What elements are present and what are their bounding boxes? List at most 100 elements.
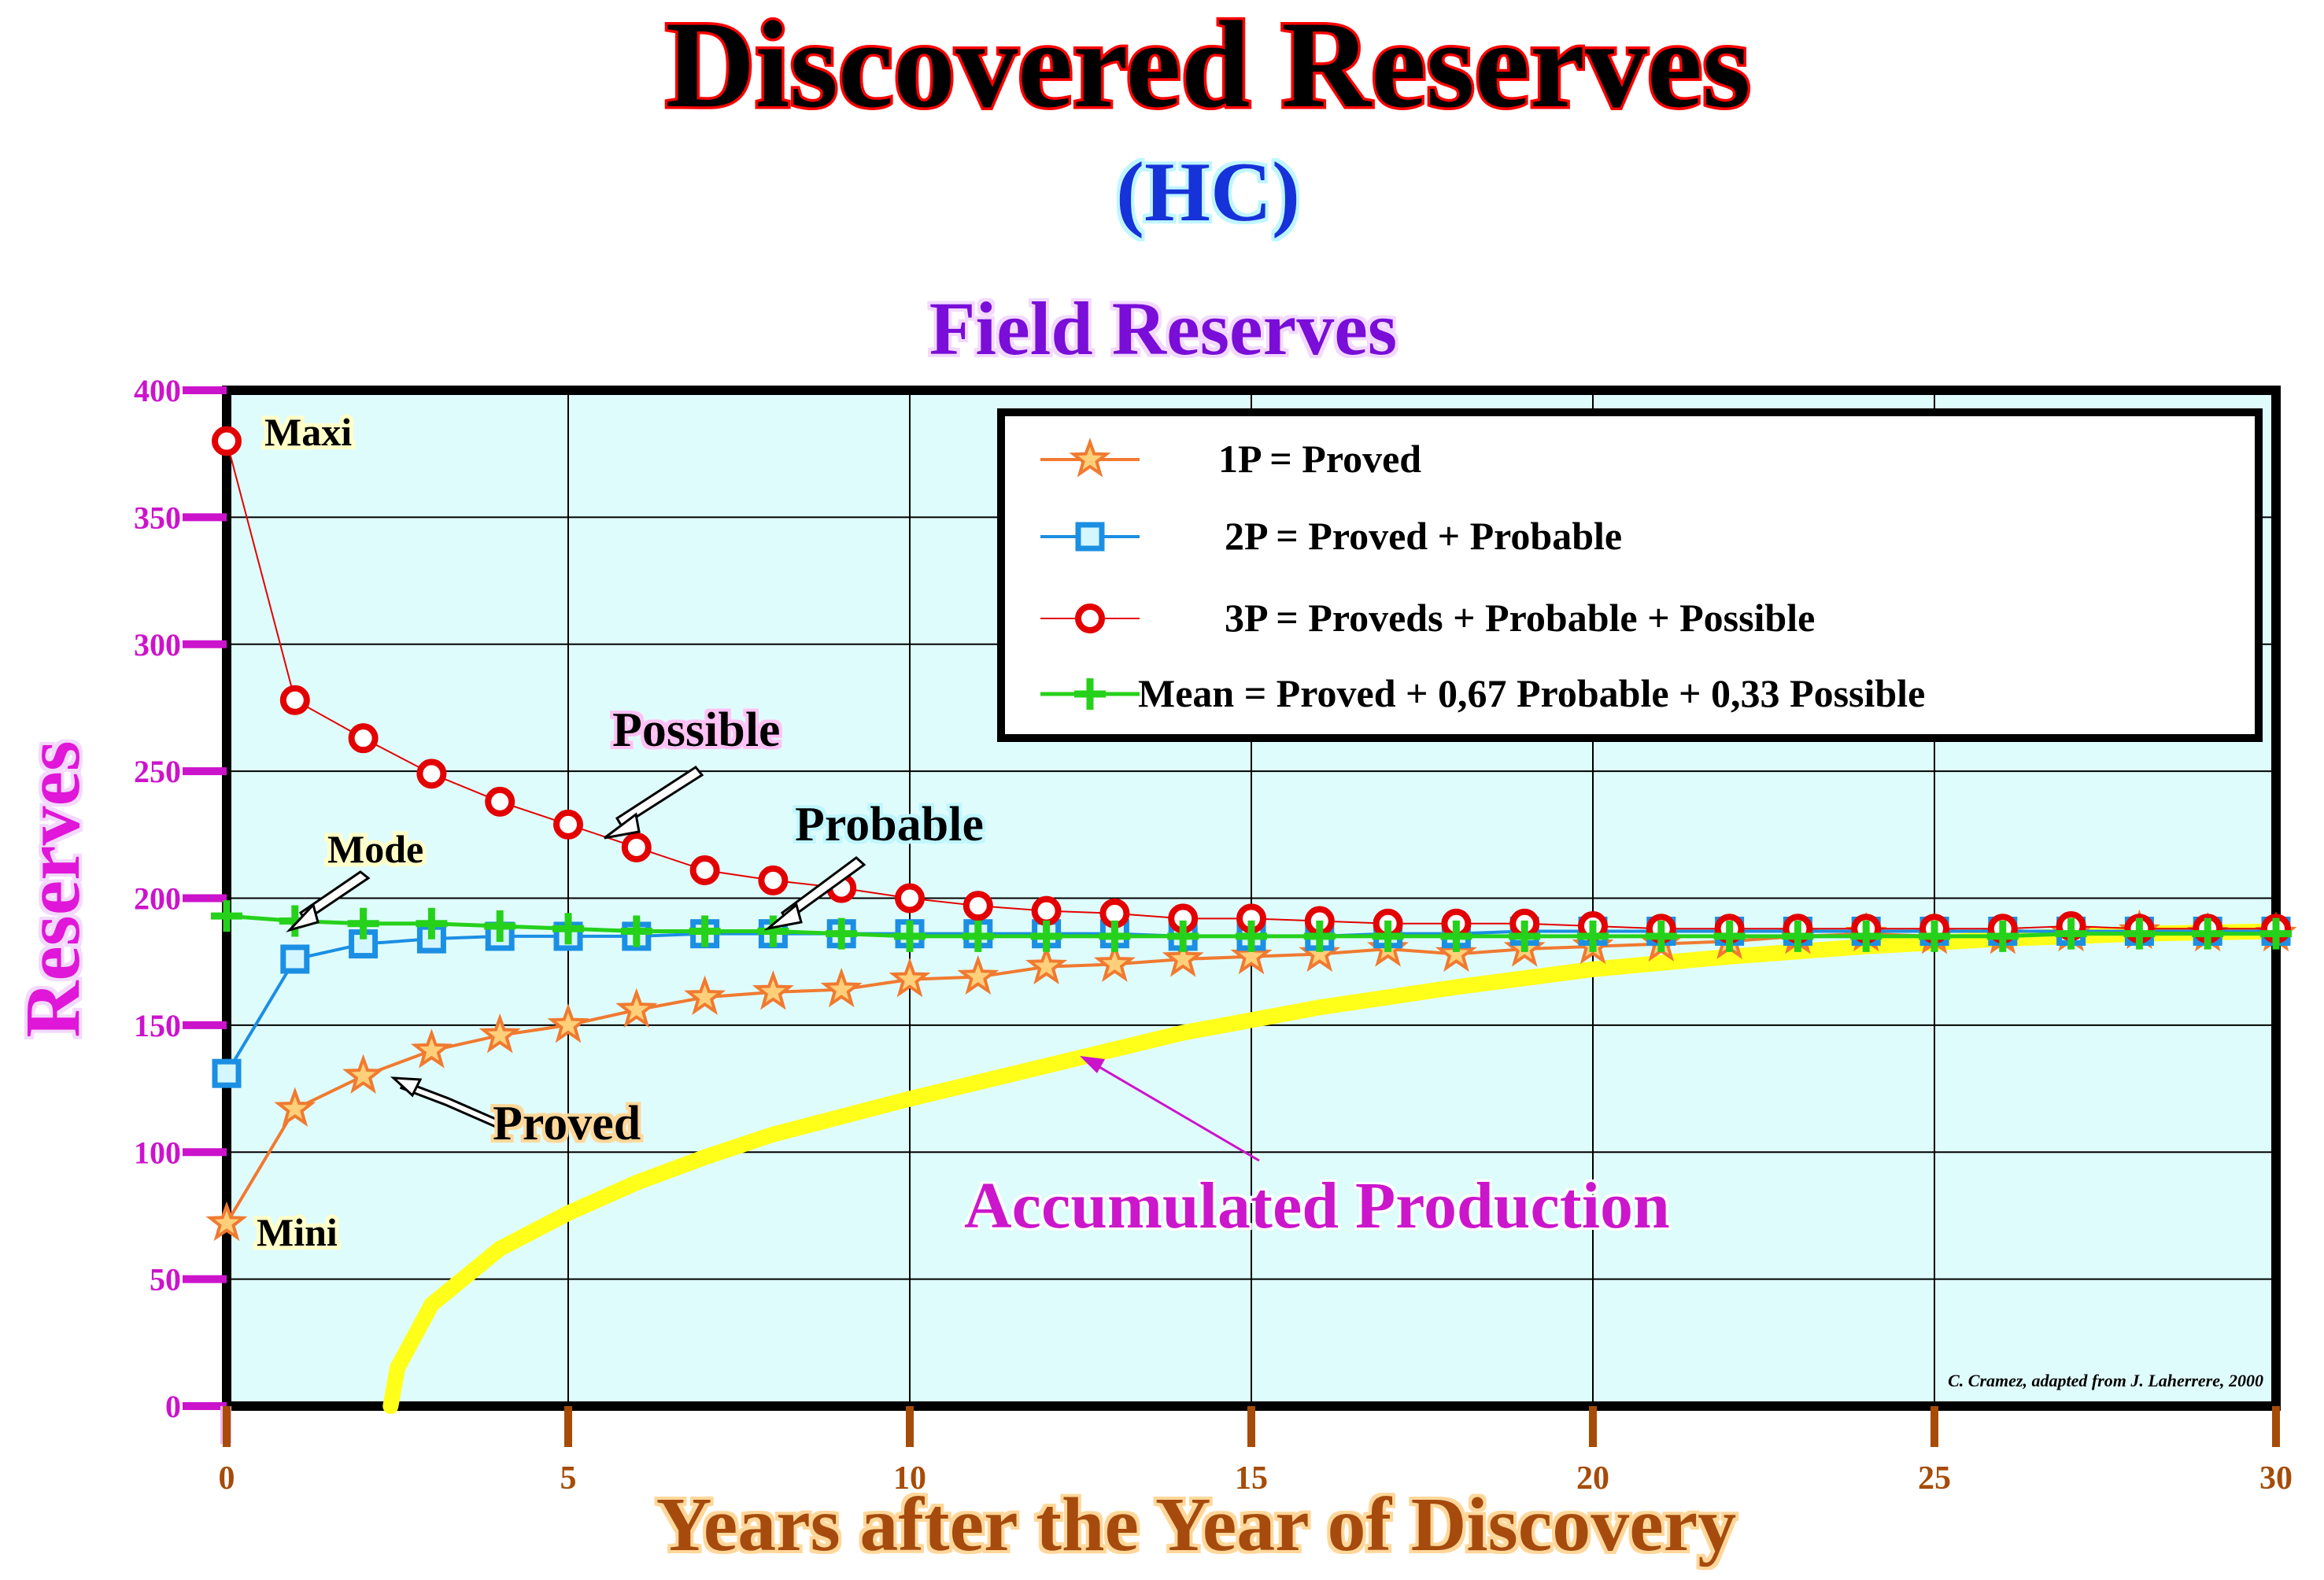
legend-markers bbox=[1040, 437, 1140, 710]
x-axis-label: Years after the Year of Discovery bbox=[656, 1482, 1736, 1567]
mode-label: Mode bbox=[327, 827, 423, 871]
point-p1 bbox=[1025, 944, 1068, 985]
point-mean bbox=[1440, 920, 1472, 952]
subtitle: (HC) bbox=[1116, 146, 1300, 239]
x-tick-mark bbox=[1247, 1406, 1255, 1447]
legend-marker-p2 bbox=[1075, 522, 1105, 552]
point-mean bbox=[1919, 920, 1950, 952]
point-p1 bbox=[752, 970, 794, 1010]
y-tick-mark bbox=[183, 1021, 227, 1029]
point-mean bbox=[1303, 920, 1336, 952]
legend-marker-mean bbox=[1074, 678, 1106, 710]
legend-marker-p1 bbox=[1069, 437, 1111, 478]
chart-title: Field Reserves bbox=[929, 286, 1397, 371]
point-p1 bbox=[957, 954, 999, 995]
y-tick-mark bbox=[183, 767, 227, 776]
y-tick-mark bbox=[183, 1275, 227, 1283]
legend-label-2p: 2P = Proved + Probable bbox=[1225, 514, 1622, 558]
point-mean bbox=[2055, 917, 2087, 950]
x-tick-mark bbox=[1589, 1406, 1597, 1447]
possible-label: Possible bbox=[612, 703, 781, 757]
point-p1 bbox=[342, 1054, 385, 1094]
point-mean bbox=[757, 915, 789, 947]
point-p1 bbox=[889, 957, 931, 998]
legend-label-3p: 3P = Proveds + Probable + Possible bbox=[1225, 596, 1815, 640]
point-mean bbox=[2192, 917, 2224, 950]
y-tick-mark bbox=[183, 640, 227, 648]
y-axis-label: Reserves bbox=[9, 740, 96, 1038]
y-tick-label: 0 bbox=[165, 1389, 181, 1424]
y-tick-label: 300 bbox=[134, 627, 181, 663]
point-p1 bbox=[274, 1087, 316, 1127]
point-p1 bbox=[1230, 934, 1273, 975]
point-p3 bbox=[962, 891, 993, 921]
accumulated-arrow bbox=[1080, 1056, 1260, 1162]
point-mean bbox=[1713, 920, 1746, 952]
point-mean bbox=[1372, 920, 1404, 952]
x-tick-mark bbox=[2272, 1406, 2280, 1447]
point-p3 bbox=[485, 786, 515, 817]
point-mean bbox=[962, 920, 994, 952]
point-mean bbox=[347, 907, 379, 940]
point-p1 bbox=[615, 988, 658, 1028]
x-tick-mark bbox=[223, 1406, 231, 1447]
point-p1 bbox=[1435, 932, 1477, 973]
point-mean bbox=[689, 915, 721, 947]
y-tick-mark bbox=[183, 1402, 227, 1410]
legend-box bbox=[997, 408, 2263, 742]
x-tick-label: 0 bbox=[219, 1460, 235, 1497]
annotations: Maxi Mini Mode Possible Probable Proved … bbox=[253, 406, 1670, 1258]
point-mean bbox=[1986, 920, 2019, 952]
point-p1 bbox=[1162, 937, 1204, 977]
point-p3 bbox=[758, 865, 789, 895]
x-tick-label: 10 bbox=[893, 1460, 926, 1497]
point-p3 bbox=[279, 685, 310, 715]
accumulated-production-label: Accumulated Production bbox=[964, 1169, 1670, 1242]
y-tick-label: 100 bbox=[134, 1135, 181, 1170]
point-p1 bbox=[1093, 942, 1136, 982]
point-p1 bbox=[478, 1013, 521, 1054]
point-mean bbox=[2123, 917, 2156, 950]
point-mean bbox=[1782, 920, 1814, 952]
x-tick-label: 5 bbox=[560, 1460, 577, 1497]
y-tick-label: 250 bbox=[134, 754, 181, 789]
y-tick-mark bbox=[183, 513, 227, 522]
point-mean bbox=[484, 910, 516, 943]
x-tick-mark bbox=[1931, 1406, 1938, 1447]
x-axis: 0 5 10 15 20 25 30 bbox=[219, 1406, 2293, 1497]
point-p2 bbox=[280, 944, 310, 974]
point-mean bbox=[826, 917, 858, 950]
x-tick-label: 15 bbox=[1235, 1460, 1268, 1497]
point-mean bbox=[211, 900, 242, 932]
point-p3 bbox=[895, 883, 925, 914]
legend-marker-p3 bbox=[1075, 604, 1105, 633]
point-p3 bbox=[1031, 895, 1062, 926]
annotation-arrows bbox=[286, 766, 1260, 1162]
main-title: Discovered Reserves bbox=[665, 0, 1750, 134]
x-tick-label: 30 bbox=[2259, 1460, 2293, 1497]
x-tick-mark bbox=[564, 1406, 572, 1447]
x-tick-mark bbox=[906, 1406, 914, 1447]
point-p1 bbox=[684, 975, 726, 1015]
point-mean bbox=[1645, 920, 1677, 952]
y-tick-label: 150 bbox=[134, 1008, 181, 1043]
y-tick-label: 50 bbox=[150, 1262, 181, 1298]
point-mean bbox=[2260, 917, 2292, 950]
point-p1 bbox=[820, 967, 863, 1008]
y-tick-label: 350 bbox=[134, 500, 181, 535]
series-layer bbox=[205, 426, 2297, 1242]
credit-note: C. Cramez, adapted from J. Laherrere, 20… bbox=[1948, 1371, 2263, 1390]
y-tick-mark bbox=[183, 894, 227, 903]
point-p2 bbox=[212, 1058, 242, 1088]
point-p3 bbox=[348, 723, 379, 754]
point-p3 bbox=[689, 855, 720, 885]
x-tick-label: 20 bbox=[1576, 1460, 1609, 1497]
y-tick-label: 400 bbox=[134, 373, 181, 408]
point-p1 bbox=[205, 1201, 248, 1242]
legend-label-1p: 1P = Proved bbox=[1218, 437, 1421, 481]
point-mean bbox=[620, 915, 652, 947]
proved-label: Proved bbox=[493, 1097, 641, 1150]
legend-label-mean: Mean = Proved + 0,67 Probable + 0,33 Pos… bbox=[1138, 671, 1925, 715]
point-mean bbox=[1509, 920, 1541, 952]
